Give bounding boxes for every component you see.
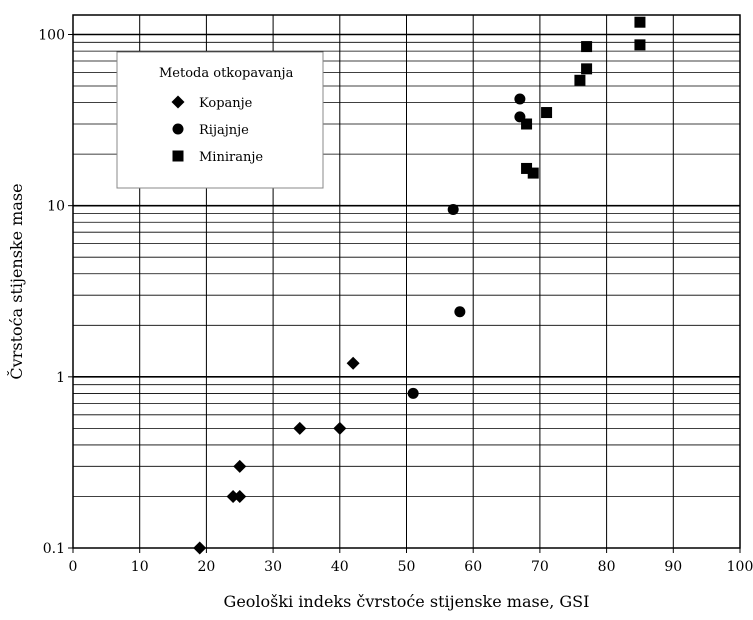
x-axis-ticks: 0 10 20 30 40 50 60 70 80 90 100	[69, 548, 753, 575]
legend-items: Kopanje Rijajnje Miniranje	[171, 95, 263, 165]
x-tick-label: 100	[727, 559, 753, 575]
x-tick-label: 60	[464, 559, 482, 575]
x-tick-label: 40	[331, 559, 349, 575]
y-tick-label: 100	[38, 28, 65, 44]
data-point-diamond	[333, 421, 347, 435]
legend-label: Miniranje	[199, 150, 263, 165]
data-points	[193, 16, 646, 555]
data-point-square	[521, 162, 533, 174]
data-point-square	[527, 167, 539, 179]
grid-lines	[73, 15, 740, 548]
legend-label: Kopanje	[199, 96, 253, 111]
legend-marker-diamond	[171, 95, 185, 109]
y-axis-label: Čvrstoća stijenske mase	[6, 183, 26, 379]
data-point-square	[574, 74, 586, 86]
data-point-circle	[447, 203, 459, 215]
y-tick-label: 10	[47, 199, 65, 215]
data-point-diamond	[226, 489, 240, 503]
data-point-square	[521, 118, 533, 130]
x-tick-label: 10	[131, 559, 149, 575]
data-point-circle	[407, 387, 419, 399]
x-tick-label: 90	[664, 559, 682, 575]
x-tick-label: 80	[598, 559, 616, 575]
data-point-circle	[454, 306, 466, 318]
x-tick-label: 50	[398, 559, 416, 575]
y-tick-label: 1	[56, 370, 65, 386]
data-point-diamond	[233, 459, 247, 473]
data-point-square	[541, 107, 553, 119]
x-tick-label: 30	[264, 559, 282, 575]
x-tick-label: 70	[531, 559, 549, 575]
legend-box	[116, 51, 324, 189]
x-tick-label: 20	[197, 559, 215, 575]
data-point-square	[581, 41, 593, 53]
x-tick-label: 0	[69, 559, 78, 575]
data-point-diamond	[346, 356, 360, 370]
data-point-square	[634, 16, 646, 28]
y-tick-label: 0.1	[43, 541, 65, 557]
data-point-circle	[514, 93, 526, 105]
data-point-diamond	[293, 421, 307, 435]
legend-marker-circle	[172, 123, 184, 135]
legend-title: Metoda otkopavanja	[159, 66, 294, 81]
x-axis-label: Geološki indeks čvrstoće stijenske mase,…	[224, 592, 590, 611]
data-point-diamond	[193, 541, 207, 555]
legend: Metoda otkopavanja Kopanje Rijajnje Minira…	[116, 51, 324, 189]
legend-label: Rijajnje	[199, 123, 249, 138]
data-point-diamond	[233, 489, 247, 503]
data-point-square	[634, 39, 646, 51]
legend-marker-square	[172, 150, 184, 162]
y-axis-ticks: 0.1 1 10 100	[38, 28, 73, 557]
data-point-square	[581, 63, 593, 75]
